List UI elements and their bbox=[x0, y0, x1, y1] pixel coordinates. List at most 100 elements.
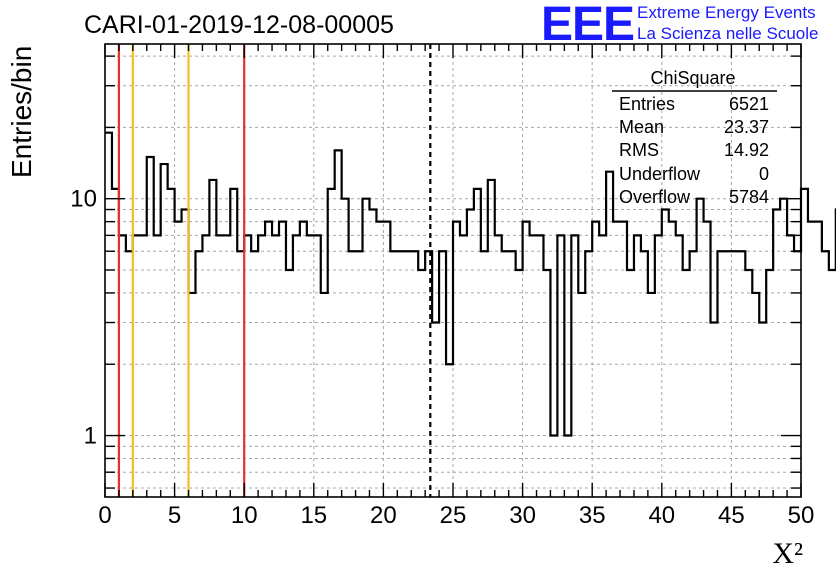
x-tick-label: 15 bbox=[300, 502, 327, 529]
chart-title: CARI-01-2019-12-08-00005 bbox=[84, 11, 394, 39]
y-tick-label: 10 bbox=[70, 186, 97, 213]
histogram-bin bbox=[397, 251, 404, 497]
histogram-bin bbox=[446, 364, 453, 497]
histogram-bin bbox=[495, 235, 502, 497]
histogram-bin bbox=[383, 222, 390, 497]
histogram-bin bbox=[175, 222, 182, 497]
histogram-bin bbox=[808, 222, 815, 497]
reference-lines bbox=[117, 44, 432, 497]
x-tick-label: 50 bbox=[788, 502, 815, 529]
x-tick-label: 30 bbox=[509, 502, 536, 529]
histogram-bin bbox=[168, 189, 175, 497]
histogram-bin bbox=[690, 251, 697, 497]
histogram-bin bbox=[550, 436, 557, 497]
histogram-bin bbox=[376, 222, 383, 497]
histogram-bin bbox=[745, 270, 752, 497]
x-tick-labels: 0 5 10 15 20 25 30 35 40 45 50 bbox=[98, 502, 814, 529]
histogram-bin bbox=[509, 251, 516, 497]
x-tick-label: 25 bbox=[440, 502, 467, 529]
axes bbox=[104, 43, 802, 498]
histogram-bin bbox=[662, 210, 669, 497]
histogram-bin bbox=[432, 323, 439, 497]
x-tick-label: 0 bbox=[98, 502, 111, 529]
histogram-bin bbox=[307, 235, 314, 497]
histogram-bin bbox=[599, 235, 606, 497]
histogram-bin bbox=[481, 251, 488, 497]
histogram-bin bbox=[349, 251, 356, 497]
histogram-bin bbox=[634, 235, 641, 497]
stats-label-entries: Entries bbox=[619, 94, 675, 114]
x-tick-label: 5 bbox=[168, 502, 181, 529]
histogram-bin bbox=[794, 251, 801, 497]
x-tick-label: 40 bbox=[648, 502, 675, 529]
y-tick-label: 1 bbox=[84, 423, 97, 450]
stats-value-entries: 6521 bbox=[729, 94, 769, 114]
histogram-bin bbox=[731, 251, 738, 497]
histogram-bin bbox=[627, 270, 634, 497]
histogram-bin bbox=[537, 235, 544, 497]
histogram-bin bbox=[411, 251, 418, 497]
stats-value-underflow: 0 bbox=[759, 164, 769, 184]
y-axis-title: Entries/bin bbox=[6, 46, 37, 178]
histogram-bin bbox=[265, 222, 272, 497]
stats-label-mean: Mean bbox=[619, 117, 664, 137]
histogram-bin bbox=[780, 199, 787, 497]
stats-label-rms: RMS bbox=[619, 140, 659, 160]
eee-logo-line1: Extreme Energy Events bbox=[637, 3, 816, 22]
histogram-bin bbox=[154, 235, 161, 497]
histogram-bin bbox=[516, 270, 523, 497]
histogram-bin bbox=[815, 222, 822, 497]
histogram-bin bbox=[502, 251, 509, 497]
stats-value-overflow: 5784 bbox=[729, 187, 769, 207]
histogram-bin bbox=[418, 270, 425, 497]
histogram-bin bbox=[724, 251, 731, 497]
x-tick-label: 45 bbox=[718, 502, 745, 529]
stats-label-underflow: Underflow bbox=[619, 164, 701, 184]
histogram-bin bbox=[140, 235, 147, 497]
stats-label-overflow: Overflow bbox=[619, 187, 691, 207]
histogram-bin bbox=[564, 436, 571, 497]
histogram-bin bbox=[648, 293, 655, 497]
y-tick-labels: 1 10 bbox=[70, 186, 97, 450]
histogram-bin bbox=[223, 235, 230, 497]
stats-value-mean: 23.37 bbox=[724, 117, 769, 137]
histogram-bin bbox=[202, 235, 209, 497]
histogram-outline bbox=[105, 131, 836, 437]
eee-logo: EEE Extreme Energy Events La Scienza nel… bbox=[541, 0, 818, 51]
histogram-bin bbox=[787, 235, 794, 497]
histogram-bin bbox=[272, 235, 279, 497]
x-axis-title: X² bbox=[772, 537, 803, 570]
histogram-bin bbox=[356, 251, 363, 497]
x-tick-label: 35 bbox=[579, 502, 606, 529]
histogram-bin bbox=[390, 251, 397, 497]
histogram-bin bbox=[578, 293, 585, 497]
histogram-bin bbox=[216, 235, 223, 497]
histogram-bin bbox=[460, 235, 467, 497]
histogram-bin bbox=[592, 222, 599, 497]
histogram-bin bbox=[829, 270, 836, 497]
histogram-bin bbox=[530, 235, 537, 497]
histogram-bin bbox=[321, 293, 328, 497]
histogram-series bbox=[105, 131, 836, 497]
histogram-bin bbox=[251, 251, 258, 497]
x-tick-label: 20 bbox=[370, 502, 397, 529]
histogram-bin bbox=[683, 270, 690, 497]
stats-title: ChiSquare bbox=[650, 68, 735, 88]
histogram-bin bbox=[404, 251, 411, 497]
histogram-bin bbox=[258, 235, 265, 497]
stats-value-rms: 14.92 bbox=[724, 140, 769, 160]
histogram-bin bbox=[669, 222, 676, 497]
histogram-bin bbox=[467, 210, 474, 497]
histogram-bin bbox=[293, 235, 300, 497]
histogram-bin bbox=[711, 323, 718, 497]
stats-box: ChiSquare Entries 6521 Mean 23.37 RMS 14… bbox=[612, 68, 777, 207]
histogram-bin bbox=[676, 235, 683, 497]
histogram-bin bbox=[335, 150, 342, 497]
histogram-bin bbox=[738, 251, 745, 497]
histogram-bin bbox=[300, 222, 307, 497]
x-tick-label: 10 bbox=[231, 502, 258, 529]
eee-logo-mark: EEE bbox=[541, 0, 634, 51]
histogram-bin bbox=[613, 222, 620, 497]
